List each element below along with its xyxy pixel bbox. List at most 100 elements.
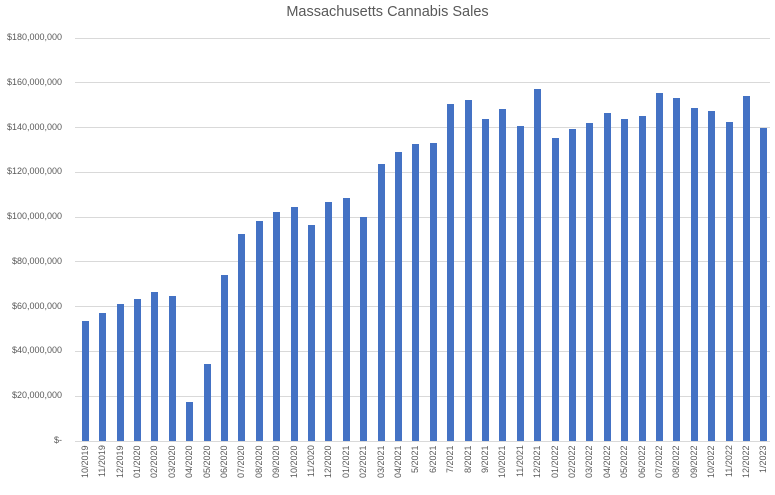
x-tick-label: 12/2020: [323, 445, 334, 478]
x-tick-label: 12/2022: [740, 445, 751, 478]
bar: [690, 107, 698, 441]
bar: [273, 212, 281, 441]
bar: [638, 116, 646, 441]
bar: [742, 95, 750, 441]
bar: [464, 100, 472, 441]
bar: [568, 128, 576, 441]
gridline: [75, 395, 770, 397]
x-tick-label: 04/2020: [184, 445, 195, 478]
x-tick-label: 03/2022: [584, 445, 595, 478]
x-tick-label: 11/2021: [514, 445, 525, 477]
x-tick-label: 04/2022: [601, 445, 612, 478]
x-axis-line: [75, 440, 770, 442]
y-tick-label: $100,000,000: [6, 211, 62, 222]
x-tick-label: 09/2020: [271, 445, 282, 478]
plot-area: [75, 37, 770, 442]
gridline: [75, 350, 770, 352]
bar: [760, 127, 768, 441]
bar: [186, 401, 194, 441]
x-tick-label: 7/2021: [445, 445, 456, 473]
bar: [725, 121, 733, 441]
x-tick-label: 08/2022: [671, 445, 682, 478]
x-tick-label: 02/2022: [566, 445, 577, 478]
x-tick-label: 10/2020: [288, 445, 299, 478]
bar: [412, 144, 420, 441]
gridline: [75, 171, 770, 173]
x-tick-label: 12/2019: [114, 445, 125, 478]
gridline: [75, 127, 770, 129]
bar: [290, 206, 298, 441]
chart-title: Massachusetts Cannabis Sales: [286, 4, 489, 20]
x-tick-label: 1/2023: [758, 445, 769, 473]
bar: [499, 108, 507, 441]
y-tick-label: $140,000,000: [6, 121, 62, 132]
bar: [534, 88, 542, 441]
bar: [673, 98, 681, 441]
bar: [377, 164, 385, 441]
x-tick-label: 02/2020: [149, 445, 160, 478]
gridline: [75, 261, 770, 263]
bar: [394, 152, 402, 441]
bar: [99, 313, 107, 441]
x-tick-label: 05/2020: [201, 445, 212, 478]
bar: [116, 303, 124, 441]
x-tick-label: 12/2021: [532, 445, 543, 478]
y-tick-label: $120,000,000: [6, 166, 62, 177]
x-tick-label: 02/2021: [358, 445, 369, 478]
x-tick-label: 11/2022: [723, 445, 734, 477]
bar: [307, 225, 315, 441]
x-tick-label: 10/2021: [497, 445, 508, 478]
bar: [81, 320, 89, 441]
bar: [481, 119, 489, 441]
x-tick-label: 10/2022: [706, 445, 717, 478]
bar: [586, 122, 594, 441]
gridline: [75, 216, 770, 218]
x-tick-label: 11/2020: [305, 445, 316, 477]
x-tick-label: 5/2021: [410, 445, 421, 473]
x-tick-label: 03/2021: [375, 445, 386, 478]
x-tick-label: 8/2021: [462, 445, 473, 473]
x-tick-label: 07/2022: [653, 445, 664, 478]
y-tick-label: $180,000,000: [6, 32, 62, 42]
bar: [203, 363, 211, 441]
x-tick-label: 10/2019: [79, 445, 90, 478]
gridline: [75, 82, 770, 84]
gridline: [75, 306, 770, 308]
x-tick-label: 03/2020: [166, 445, 177, 478]
bar: [238, 234, 246, 441]
bar: [151, 292, 159, 441]
x-tick-label: 04/2021: [392, 445, 403, 478]
bar: [708, 110, 716, 441]
x-tick-label: 09/2022: [688, 445, 699, 478]
bar: [621, 118, 629, 441]
x-tick-label: 11/2019: [97, 445, 108, 477]
bar: [325, 201, 333, 441]
bar: [133, 299, 141, 441]
bar: [603, 113, 611, 441]
bar: [255, 220, 263, 441]
bar: [168, 296, 176, 441]
x-tick-label: 06/2022: [636, 445, 647, 478]
y-tick-label: $60,000,000: [11, 300, 62, 311]
x-tick-label: 08/2020: [253, 445, 264, 478]
bar: [447, 103, 455, 441]
x-tick-label: 07/2020: [236, 445, 247, 478]
bar: [360, 217, 368, 441]
x-tick-label: 06/2020: [218, 445, 229, 478]
x-tick-label: 05/2022: [619, 445, 630, 478]
bar: [655, 92, 663, 441]
x-tick-label: 6/2021: [427, 445, 438, 473]
gridline: [75, 37, 770, 39]
y-tick-label: $20,000,000: [11, 390, 62, 401]
bar: [220, 274, 228, 441]
y-tick-label: $160,000,000: [6, 76, 62, 87]
bar: [551, 137, 559, 441]
x-tick-label: 01/2021: [340, 445, 351, 478]
bar: [429, 143, 437, 441]
y-tick-label: $80,000,000: [11, 255, 62, 266]
bar: [516, 125, 524, 441]
y-tick-label: $-: [53, 435, 62, 445]
x-tick-label: 01/2022: [549, 445, 560, 478]
x-tick-label: 01/2020: [131, 445, 142, 478]
